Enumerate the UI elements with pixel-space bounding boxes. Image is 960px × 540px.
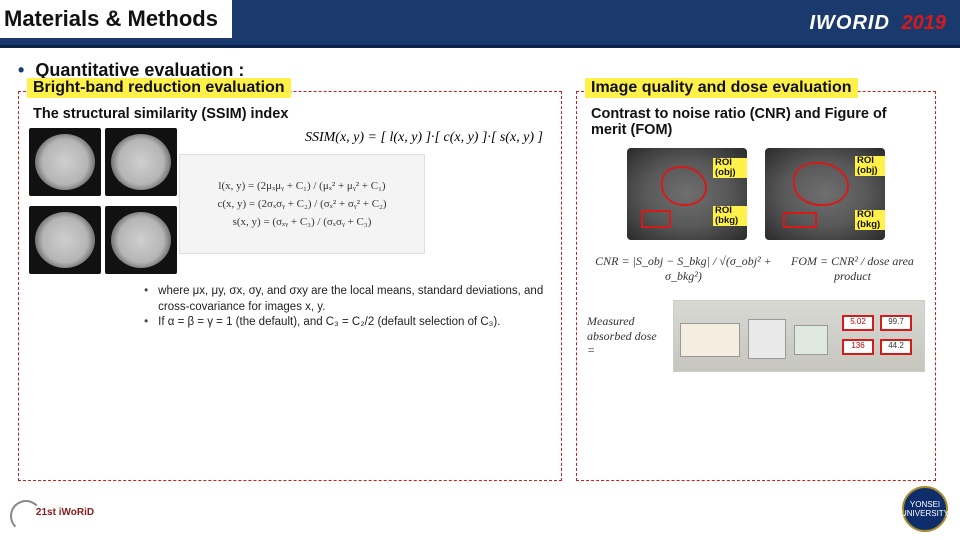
roi-obj-label: ROI (obj) [713, 158, 747, 178]
iworid-logo-icon: 21st iWoRiD [10, 492, 98, 532]
note-item: • If α = β = γ = 1 (the default), and C₃… [144, 315, 551, 331]
bullet-icon: • [144, 284, 158, 315]
dose-readout-d: 44.2 [880, 339, 912, 355]
footer-right-logo: YONSEI UNIVERSITY [902, 486, 948, 532]
cnr-fom-formulas: CNR = |S_obj − S_bkg| / √(σ_obj² + σ_bkg… [587, 254, 925, 284]
ssim-component-formulas: l(x, y) = (2μₓμᵧ + C₁) / (μₓ² + μᵧ² + C₁… [179, 154, 425, 254]
ssim-heading: The structural similarity (SSIM) index [33, 106, 551, 122]
ssim-equation: SSIM(x, y) = [ l(x, y) ]·[ c(x, y) ]·[ s… [179, 130, 551, 146]
yonsei-logo-icon: YONSEI UNIVERSITY [902, 486, 948, 532]
roi-obj-label: ROI (obj) [855, 156, 885, 176]
iworid-logo-text: 21st iWoRiD [36, 507, 94, 518]
ssim-formula-col: SSIM(x, y) = [ l(x, y) ]·[ c(x, y) ]·[ s… [179, 128, 551, 274]
right-panel-title: Image quality and dose evaluation [585, 78, 858, 98]
ct-pair-2 [29, 206, 179, 274]
formula-c: c(x, y) = (2σₓσᵧ + C₂) / (σₓ² + σᵧ² + C₂… [217, 198, 386, 210]
conference-year: 2019 [902, 12, 947, 34]
left-panel-title: Bright-band reduction evaluation [27, 78, 291, 98]
section-title: Quantitative evaluation : [35, 60, 244, 80]
bullet-icon: • [18, 60, 24, 80]
header-title-wrap: Materials & Methods [0, 0, 232, 38]
ct-image-stack [29, 128, 179, 274]
ct-image [29, 206, 101, 274]
conference-tag: IWORID 2019 [810, 12, 947, 35]
dose-readout-c: 136 [842, 339, 874, 355]
bright-band-panel: Bright-band reduction evaluation The str… [18, 91, 562, 481]
note-item: • where μx, μy, σx, σy, and σxy are the … [144, 284, 551, 315]
columns: Bright-band reduction evaluation The str… [18, 91, 940, 481]
fom-formula: FOM = CNR² / dose area product [780, 254, 925, 284]
roi-image-2: ROI (obj) ROI (bkg) [765, 148, 885, 240]
cnr-formula: CNR = |S_obj − S_bkg| / √(σ_obj² + σ_bkg… [587, 254, 780, 284]
conference-name: IWORID [810, 12, 890, 34]
formula-l: l(x, y) = (2μₓμᵧ + C₁) / (μₓ² + μᵧ² + C₁… [218, 180, 385, 192]
roi-row: ROI (obj) ROI (bkg) ROI (obj) ROI (bkg) [587, 148, 925, 240]
image-quality-panel: Image quality and dose evaluation Contra… [576, 91, 936, 481]
dose-row: Measured absorbed dose = 5.02 99.7 136 4… [587, 300, 925, 372]
ct-image [29, 128, 101, 196]
bullet-icon: • [144, 315, 158, 331]
cnr-heading: Contrast to noise ratio (CNR) and Figure… [591, 106, 925, 138]
footer-left-logo: 21st iWoRiD [10, 492, 98, 532]
dose-readout-a: 5.02 [842, 315, 874, 331]
dose-photo: 5.02 99.7 136 44.2 [673, 300, 925, 372]
roi-image-1: ROI (obj) ROI (bkg) [627, 148, 747, 240]
ct-pair-1 [29, 128, 179, 196]
ct-image [105, 128, 177, 196]
note-text: where μx, μy, σx, σy, and σxy are the lo… [158, 284, 551, 315]
yonsei-logo-text: YONSEI UNIVERSITY [901, 500, 949, 518]
ssim-notes: • where μx, μy, σx, σy, and σxy are the … [29, 284, 551, 331]
note-text: If α = β = γ = 1 (the default), and C₃ =… [158, 315, 551, 331]
dose-label: Measured absorbed dose = [587, 314, 667, 357]
slide-title: Materials & Methods [4, 6, 218, 32]
dose-readout-b: 99.7 [880, 315, 912, 331]
ct-image [105, 206, 177, 274]
roi-bkg-label: ROI (bkg) [855, 210, 885, 230]
roi-bkg-label: ROI (bkg) [713, 206, 747, 226]
formula-s: s(x, y) = (σₓᵧ + C₃) / (σₓσᵧ + C₃) [233, 216, 372, 228]
slide-content: • Quantitative evaluation : Bright-band … [0, 48, 960, 481]
slide-header: Materials & Methods IWORID 2019 [0, 0, 960, 48]
ssim-row: SSIM(x, y) = [ l(x, y) ]·[ c(x, y) ]·[ s… [29, 128, 551, 274]
